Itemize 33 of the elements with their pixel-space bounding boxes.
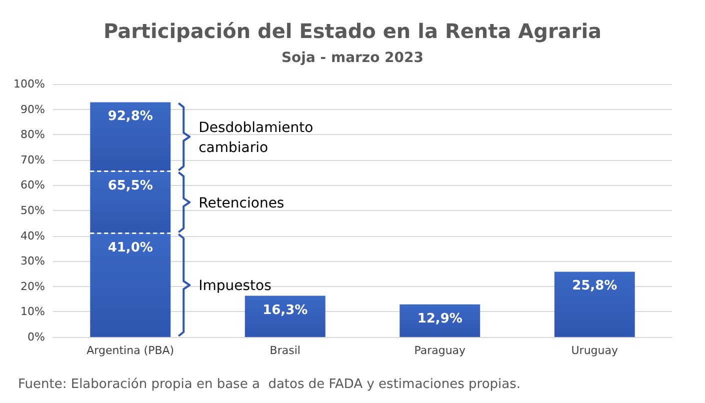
annotation: 92,8%	[108, 109, 153, 124]
y-tick-label: 80%	[20, 128, 45, 142]
annotation: 65,5%	[108, 178, 153, 194]
y-tick-label: 10%	[20, 305, 45, 318]
y-tick-label: 50%	[20, 204, 45, 217]
x-tick-label: Uruguay	[571, 344, 618, 357]
bar	[400, 304, 480, 337]
x-tick-label: Paraguay	[414, 344, 466, 357]
y-tick-label: 100%	[14, 78, 45, 90]
bar	[244, 296, 326, 337]
series-label: Retenciones	[198, 195, 284, 212]
bar	[90, 102, 171, 172]
series-label: Desdoblamiento cambiario	[198, 120, 314, 156]
y-tick-label: 90%	[20, 102, 45, 116]
data-label: 12,9%	[417, 311, 462, 326]
y-tick-label: 20%	[20, 280, 45, 293]
x-tick-label: Argentina (PBA)	[86, 344, 174, 357]
series-label: Impuestos	[198, 278, 272, 294]
data-label: 16,3%	[262, 302, 308, 318]
data-label: 25,8%	[572, 278, 618, 294]
y-tick-label: 0%	[28, 330, 45, 344]
bar	[554, 272, 635, 337]
data-label: 41,0%	[108, 240, 153, 256]
y-tick-label: 30%	[20, 254, 45, 268]
bar	[90, 171, 171, 234]
chart-subtitle: Soja - marzo 2023	[281, 50, 424, 66]
y-tick-label: 60%	[20, 178, 45, 192]
source-note: Fuente: Elaboración propia en base a datos de FADA y estimaciones propias.	[18, 377, 521, 392]
y-tick-label: 40%	[20, 229, 45, 242]
y-tick-label: 70%	[20, 153, 45, 166]
chart-title: Participación del Estado en la Renta Agraria	[103, 19, 602, 43]
x-tick-label: Brasil	[270, 344, 300, 357]
bar	[90, 233, 171, 337]
